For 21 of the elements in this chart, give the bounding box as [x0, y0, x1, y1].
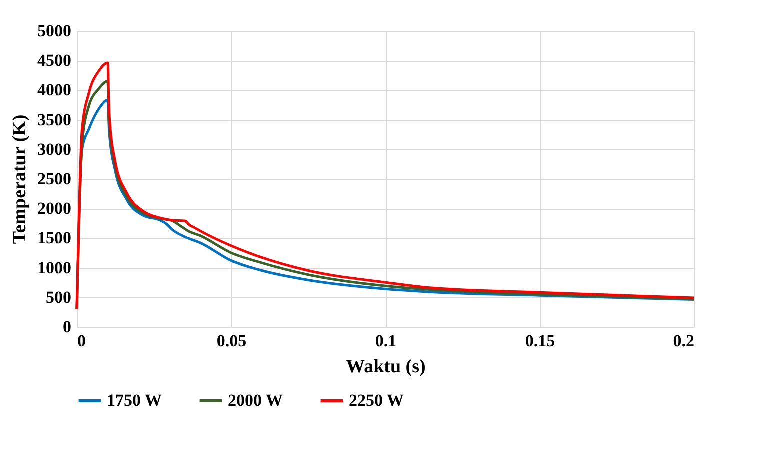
- y-tick-label: 500: [46, 288, 72, 307]
- y-tick-label: 2500: [38, 170, 72, 188]
- x-tick-label: 0.2: [673, 332, 694, 350]
- y-tick-label: 2000: [38, 199, 72, 218]
- y-tick-label: 3500: [38, 110, 72, 130]
- legend-label: 2000 W: [228, 391, 283, 410]
- y-tick-label: 5000: [38, 22, 72, 40]
- x-tick-label: 0: [78, 332, 86, 350]
- y-tick-label: 4000: [38, 80, 72, 100]
- legend-label: 1750 W: [107, 391, 162, 410]
- y-tick-label: 3000: [38, 140, 72, 159]
- y-tick-label: 0: [63, 318, 72, 336]
- y-axis-title: Temperatur (K): [10, 114, 30, 244]
- legend-label: 2250 W: [349, 391, 404, 410]
- x-tick-label: 0.05: [216, 332, 247, 350]
- x-tick-label: 0.15: [525, 332, 556, 350]
- y-tick-label: 4500: [38, 51, 72, 70]
- y-tick-label: 1500: [38, 228, 72, 248]
- x-axis-title: Waktu (s): [346, 356, 426, 378]
- y-tick-label: 1000: [38, 258, 72, 278]
- x-tick-label: 0.1: [375, 332, 397, 350]
